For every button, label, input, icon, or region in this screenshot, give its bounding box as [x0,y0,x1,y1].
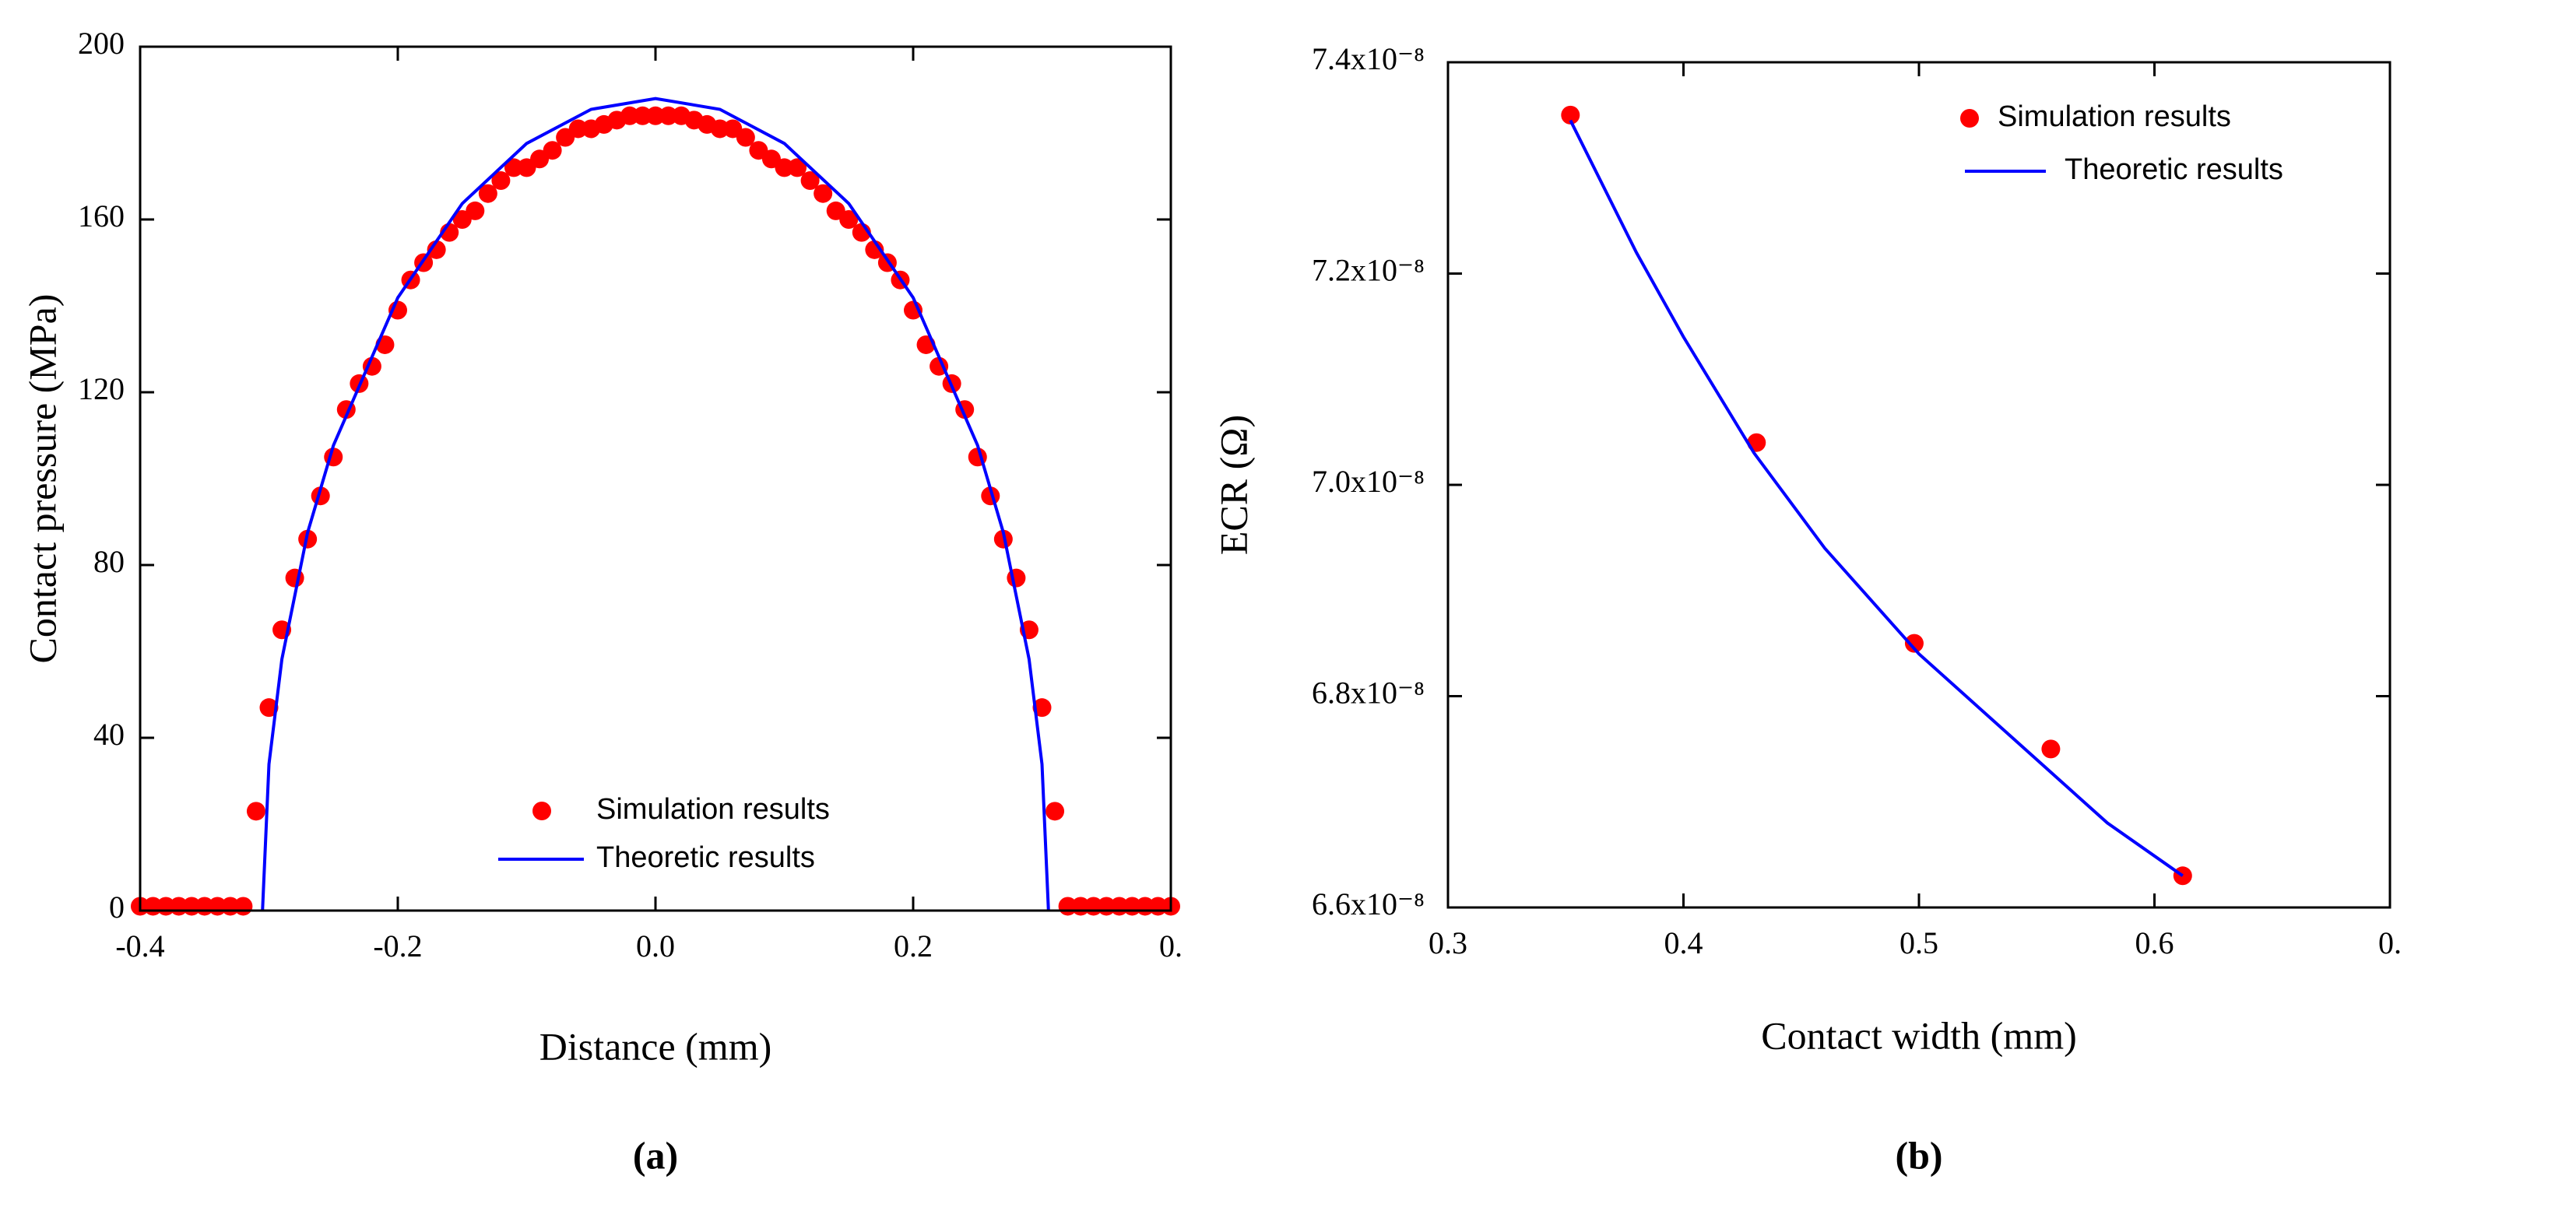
data-point [1561,105,1580,125]
line [261,97,1050,911]
x-tick-label: -0.2 [373,928,422,964]
x-tick-label: 0.3 [1429,925,1467,960]
x-tick-label: 0. [2378,925,2402,960]
y-tick-label: 7.4x10⁻⁸ [1312,41,1425,76]
y-tick-label: 200 [78,26,125,61]
x-tick-label: 0. [1159,928,1183,964]
data-point [491,171,511,191]
data-point [259,698,279,718]
data-point [736,128,755,147]
x-tick-label: 0.6 [2135,925,2174,960]
x-tick-label: 0.5 [1899,925,1938,960]
data-point [788,158,807,177]
data-point [2041,739,2061,759]
chart: 0.3 0.4 0.5 0.6 0. 6.6x10⁻⁸ 6.8x10⁻⁸ 7.0x10⁻⁸ 7.… [1211,41,2402,1177]
data-point [633,106,652,125]
y-tick-label: 120 [78,371,125,406]
x-axis-label: Distance (mm) [539,1024,772,1068]
line [1569,119,2184,877]
legend-marker [1960,109,1979,128]
x-tick-label: 0.0 [636,928,675,964]
data-point [865,240,884,259]
data-point [568,119,588,139]
data-point [1904,634,1924,653]
x-tick-label: -0.4 [115,928,164,964]
data-point [710,119,729,139]
plot-frame [139,45,1172,912]
data-point [814,184,833,203]
y-tick-label: 80 [93,544,125,579]
legend-label: Theoretic results [596,841,815,874]
data-point [427,240,446,259]
legend-label: Simulation results [1998,100,2231,133]
data-point [1046,802,1065,821]
data-point [775,158,794,177]
caption: (b) [1895,1133,1942,1177]
x-tick-label: 0.4 [1664,925,1703,960]
y-axis-label: ECR (Ω) [1211,415,1255,555]
y-tick-label: 6.8x10⁻⁸ [1312,676,1425,711]
plot-frame [1446,61,2391,909]
data-point [1032,698,1052,718]
data-point [646,106,665,125]
data-point [800,171,820,191]
legend-marker [532,802,551,820]
x-tick-label: 0.2 [894,928,933,964]
y-tick-label: 7.2x10⁻⁸ [1312,253,1425,288]
data-point [504,158,523,177]
data-point [659,106,678,125]
y-tick-label: 40 [93,717,125,752]
y-tick-label: 0 [109,890,125,925]
data-point [234,897,253,916]
data-point [543,141,562,160]
data-point [246,802,265,821]
data-point [839,210,859,229]
y-tick-label: 7.0x10⁻⁸ [1312,464,1425,499]
data-point [620,106,639,125]
y-tick-label: 160 [78,198,125,233]
data-point [466,201,485,220]
caption: (a) [633,1133,678,1177]
data-point [478,184,497,203]
y-tick-label: 6.6x10⁻⁸ [1312,886,1425,921]
legend-label: Simulation results [596,793,830,826]
y-axis-label: Contact pressure (MPa) [20,294,64,664]
x-axis-label: Contact width (mm) [1761,1013,2077,1057]
legend-label: Theoretic results [2065,153,2283,186]
